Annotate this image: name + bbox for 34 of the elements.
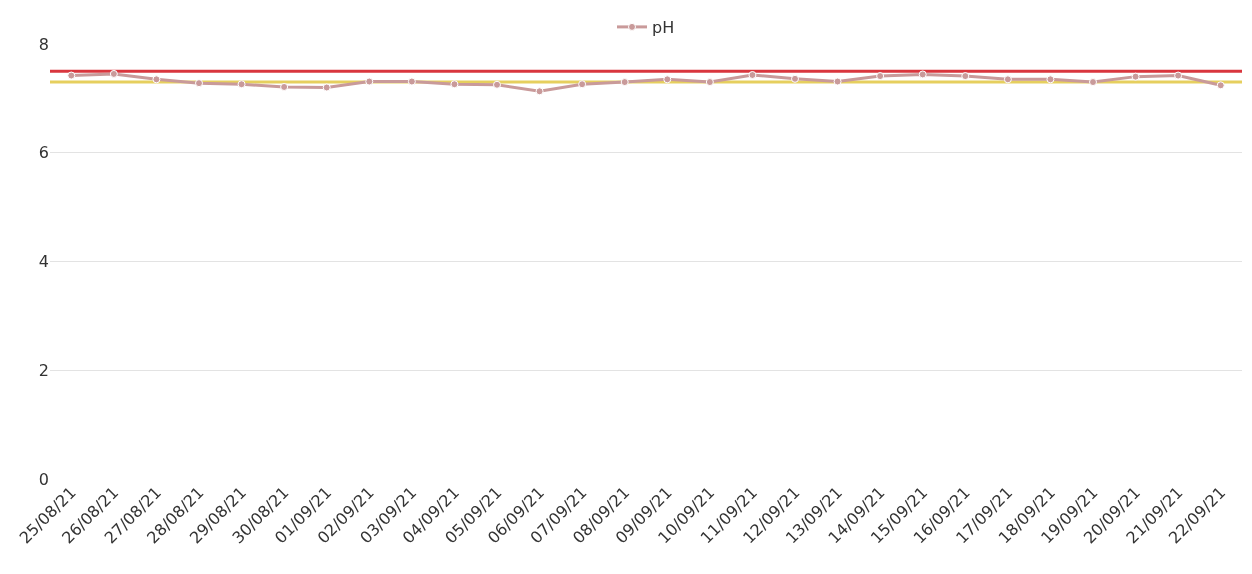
- y-tick-label: 4: [38, 252, 49, 272]
- point: [67, 71, 76, 80]
- point: [1216, 81, 1225, 90]
- point: [791, 74, 799, 83]
- point: [407, 77, 416, 86]
- point: [705, 78, 714, 87]
- point: [961, 72, 970, 81]
- point: [450, 80, 459, 89]
- point: [535, 87, 544, 96]
- y-tick-label: 2: [38, 360, 49, 380]
- point: [918, 70, 927, 79]
- point: [876, 72, 885, 81]
- point: [1003, 75, 1012, 84]
- point: [365, 77, 374, 86]
- point: [280, 82, 289, 91]
- point: [152, 75, 161, 84]
- point: [1089, 78, 1097, 87]
- point: [322, 83, 331, 92]
- point: [237, 80, 246, 89]
- point: [578, 80, 587, 89]
- point: [833, 77, 842, 86]
- y-tick-label: 6: [38, 143, 49, 163]
- y-tick-label: 8: [38, 34, 49, 54]
- point: [663, 75, 672, 84]
- point: [1174, 71, 1183, 80]
- point: [1131, 72, 1140, 81]
- point: [195, 79, 203, 88]
- point: [1046, 75, 1055, 84]
- point: [493, 80, 501, 89]
- point: [109, 69, 118, 78]
- y-tick-label: 0: [38, 469, 49, 489]
- point: [620, 78, 629, 87]
- legend-label: pH: [652, 18, 675, 38]
- point: [748, 70, 757, 79]
